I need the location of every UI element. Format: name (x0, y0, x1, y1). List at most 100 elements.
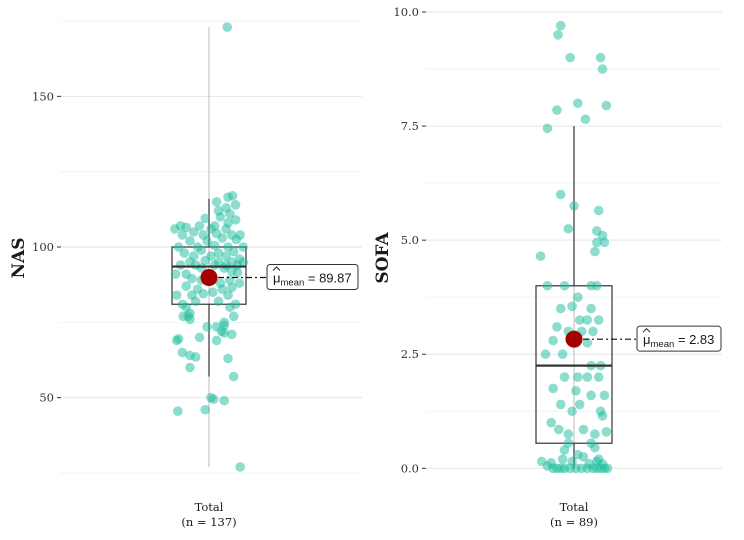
data-point (213, 257, 224, 267)
y-axis-label: NAS (9, 237, 29, 278)
data-point (584, 458, 594, 469)
data-point (223, 218, 233, 228)
data-point (601, 427, 612, 437)
data-point (557, 454, 568, 464)
data-point (580, 114, 591, 125)
mean-label-text: μmean = 2.83 (643, 332, 714, 350)
data-point (542, 280, 553, 291)
y-tick-label: 2.5 (401, 347, 419, 361)
data-point (208, 394, 219, 404)
data-point (223, 353, 233, 364)
data-point (173, 406, 183, 416)
data-point (227, 257, 237, 267)
mean-label: μmean = 2.83 (636, 325, 722, 352)
y-tick-label: 7.5 (401, 119, 419, 133)
data-point (209, 221, 220, 231)
data-point (211, 322, 222, 332)
data-point (573, 98, 583, 109)
data-point (217, 284, 228, 294)
data-point (219, 317, 229, 328)
data-point (185, 314, 195, 325)
data-point (228, 371, 239, 382)
data-point (599, 237, 610, 248)
mean-label: μmean = 89.87 (266, 264, 359, 291)
data-point (170, 269, 181, 279)
plot-body: μmean = 2.83 (535, 20, 722, 474)
data-point (177, 347, 188, 358)
data-point (189, 227, 199, 237)
data-point (194, 332, 205, 343)
data-point (574, 315, 585, 325)
data-point (573, 292, 583, 302)
mean-symbol: μ (643, 332, 651, 347)
data-point (582, 315, 593, 325)
data-point (563, 429, 574, 439)
data-point (567, 456, 577, 467)
box-iqr (535, 285, 613, 444)
data-point (565, 52, 575, 63)
data-point (555, 303, 566, 314)
data-point (198, 288, 209, 299)
mean-value: = 89.87 (304, 271, 351, 286)
data-point (232, 267, 243, 278)
data-point (185, 362, 195, 373)
data-point (552, 322, 562, 332)
data-point (227, 190, 238, 201)
data-point (590, 429, 600, 439)
data-point (213, 296, 224, 307)
data-point (557, 349, 568, 360)
data-point (181, 281, 191, 291)
data-point (211, 197, 222, 207)
data-point (601, 100, 612, 111)
data-point (187, 273, 197, 284)
data-point (177, 299, 188, 310)
plot-body: μmean = 89.87 (170, 22, 359, 472)
data-point (228, 311, 239, 322)
data-point (175, 260, 186, 270)
data-point (567, 301, 577, 312)
data-point (582, 372, 593, 382)
data-point (206, 251, 216, 261)
data-point (177, 230, 188, 240)
data-point (213, 248, 224, 258)
data-point (234, 278, 245, 288)
data-point (235, 230, 245, 240)
data-point (593, 315, 604, 325)
mean-symbol: μ (273, 271, 281, 286)
data-point (597, 64, 608, 74)
data-point (548, 383, 558, 394)
panel-sofa: 0.0 2.5 5.0 7.5 10.0 SOFA μmean = 2.83 Total… (373, 5, 722, 529)
data-point (588, 326, 598, 337)
mean-subscript: mean (281, 278, 305, 289)
data-point (235, 462, 245, 472)
data-point (578, 452, 589, 462)
data-point (179, 248, 190, 258)
data-point (573, 372, 583, 382)
mean-label-box (636, 325, 722, 352)
data-point (200, 213, 210, 224)
data-point (222, 22, 233, 32)
data-point (171, 290, 182, 301)
data-point (571, 385, 581, 396)
mean-label-text: μmean = 89.87 (273, 271, 352, 289)
mean-marker (565, 330, 583, 348)
y-ticks: 50 100 150 (32, 89, 61, 405)
data-point (185, 350, 195, 361)
data-point (597, 411, 608, 421)
hat-accent (272, 266, 281, 271)
data-point (599, 390, 610, 401)
data-point (198, 230, 209, 240)
data-point (574, 399, 585, 410)
x-n-label: (n = 137) (181, 515, 236, 529)
data-point (223, 290, 233, 301)
data-point (219, 395, 229, 406)
data-point (194, 221, 205, 231)
data-point (546, 458, 556, 468)
data-point (555, 20, 566, 31)
data-point (223, 242, 233, 252)
data-point (208, 287, 218, 297)
data-point (170, 224, 180, 234)
mean-marker (200, 269, 218, 287)
data-point (542, 123, 553, 134)
